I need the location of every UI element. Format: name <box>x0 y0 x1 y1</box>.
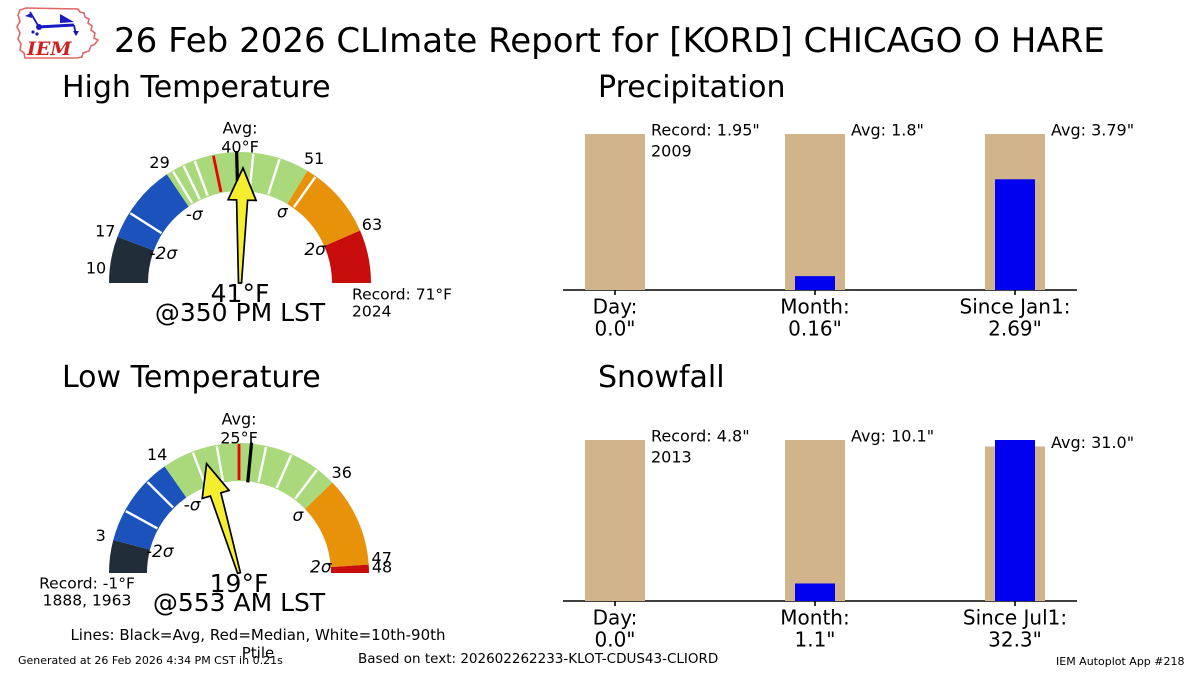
svg-text:2009: 2009 <box>651 142 692 161</box>
svg-text:10: 10 <box>86 259 106 278</box>
footer-based-on: Based on text: 202602262233-KLOT-CDUS43-… <box>358 651 719 667</box>
svg-text:Avg: 31.0": Avg: 31.0" <box>1051 433 1134 452</box>
svg-text:σ: σ <box>277 203 289 223</box>
svg-text:-σ: -σ <box>186 205 204 225</box>
svg-text:Avg: 10.1": Avg: 10.1" <box>851 427 934 446</box>
svg-text:17: 17 <box>95 222 115 241</box>
svg-text:Since Jul1:: Since Jul1: <box>963 606 1067 630</box>
svg-text:Day:: Day: <box>593 295 638 319</box>
svg-text:Avg:: Avg: <box>222 119 257 138</box>
iem-logo: IEM <box>16 7 100 60</box>
svg-text:36: 36 <box>332 463 352 482</box>
svg-text:Record: 4.8": Record: 4.8" <box>651 427 750 446</box>
svg-text:1888, 1963: 1888, 1963 <box>43 592 132 610</box>
svg-text:3: 3 <box>96 526 106 545</box>
iem-logo-label: IEM <box>26 38 72 60</box>
svg-text:0.0": 0.0" <box>594 628 635 652</box>
svg-text:32.3": 32.3" <box>988 628 1042 652</box>
svg-text:1.1": 1.1" <box>794 628 835 652</box>
svg-text:19°F: 19°F <box>210 569 269 598</box>
svg-text:41°F: 41°F <box>211 279 270 308</box>
svg-text:51: 51 <box>304 149 324 168</box>
svg-text:0.16": 0.16" <box>788 317 842 341</box>
svg-text:Record: 1.95": Record: 1.95" <box>651 121 760 140</box>
svg-text:Avg:: Avg: <box>221 410 256 429</box>
svg-text:2.69": 2.69" <box>988 317 1042 341</box>
svg-text:47: 47 <box>372 549 392 568</box>
svg-text:25°F: 25°F <box>220 429 258 448</box>
svg-text:-2σ: -2σ <box>146 542 175 562</box>
page-title: 26 Feb 2026 CLImate Report for [KORD] CH… <box>114 21 1105 61</box>
chart-precipitation: Record: 1.95" 2009 Day:0.0" Avg: 1.8" Month:… <box>563 121 1134 341</box>
svg-text:2σ: 2σ <box>310 558 333 578</box>
footer-app: IEM Autoplot App #218 <box>1056 655 1185 668</box>
svg-text:2024: 2024 <box>352 303 391 321</box>
svg-text:-2σ: -2σ <box>149 244 178 264</box>
svg-text:48: 48 <box>372 558 392 577</box>
svg-text:0.0": 0.0" <box>594 317 635 341</box>
svg-text:63: 63 <box>362 215 382 234</box>
svg-text:40°F: 40°F <box>221 138 259 157</box>
svg-text:29: 29 <box>149 153 169 172</box>
svg-text:2013: 2013 <box>651 448 692 467</box>
svg-text:Since Jan1:: Since Jan1: <box>960 295 1071 319</box>
footer-generated: Generated at 26 Feb 2026 4:34 PM CST in … <box>18 654 283 667</box>
svg-text:σ: σ <box>293 506 305 526</box>
svg-text:Avg: 1.8": Avg: 1.8" <box>851 121 924 140</box>
svg-text:@553 AM LST: @553 AM LST <box>153 588 326 617</box>
svg-text:2σ: 2σ <box>304 240 327 260</box>
weather-vane-icon <box>25 11 79 36</box>
chart-snowfall: Record: 4.8" 2013 Day:0.0" Avg: 10.1" Month:… <box>563 427 1134 652</box>
svg-text:-σ: -σ <box>184 496 202 516</box>
precipitation-heading: Precipitation <box>598 70 786 105</box>
high-temp-heading: High Temperature <box>62 70 331 105</box>
snowfall-heading: Snowfall <box>598 360 725 395</box>
chart-high-temperature: 10 17 29 51 63 -2σ -σ σ 2σ Avg:40°F 41°F@350 PM LS… <box>86 119 452 328</box>
svg-text:Record: 71°F: Record: 71°F <box>352 286 452 304</box>
svg-text:Month:: Month: <box>780 295 849 319</box>
svg-text:Day:: Day: <box>593 606 638 630</box>
low-temp-heading: Low Temperature <box>62 360 321 395</box>
svg-text:@350 PM LST: @350 PM LST <box>155 298 326 327</box>
svg-text:Record: -1°F: Record: -1°F <box>39 575 135 593</box>
iowa-outline <box>16 7 100 59</box>
svg-text:14: 14 <box>147 445 167 464</box>
svg-text:Avg: 3.79": Avg: 3.79" <box>1051 121 1134 140</box>
gauge-lines-caption: Lines: Black=Avg, Red=Median, White=10th… <box>70 626 446 662</box>
svg-text:Month:: Month: <box>780 606 849 630</box>
